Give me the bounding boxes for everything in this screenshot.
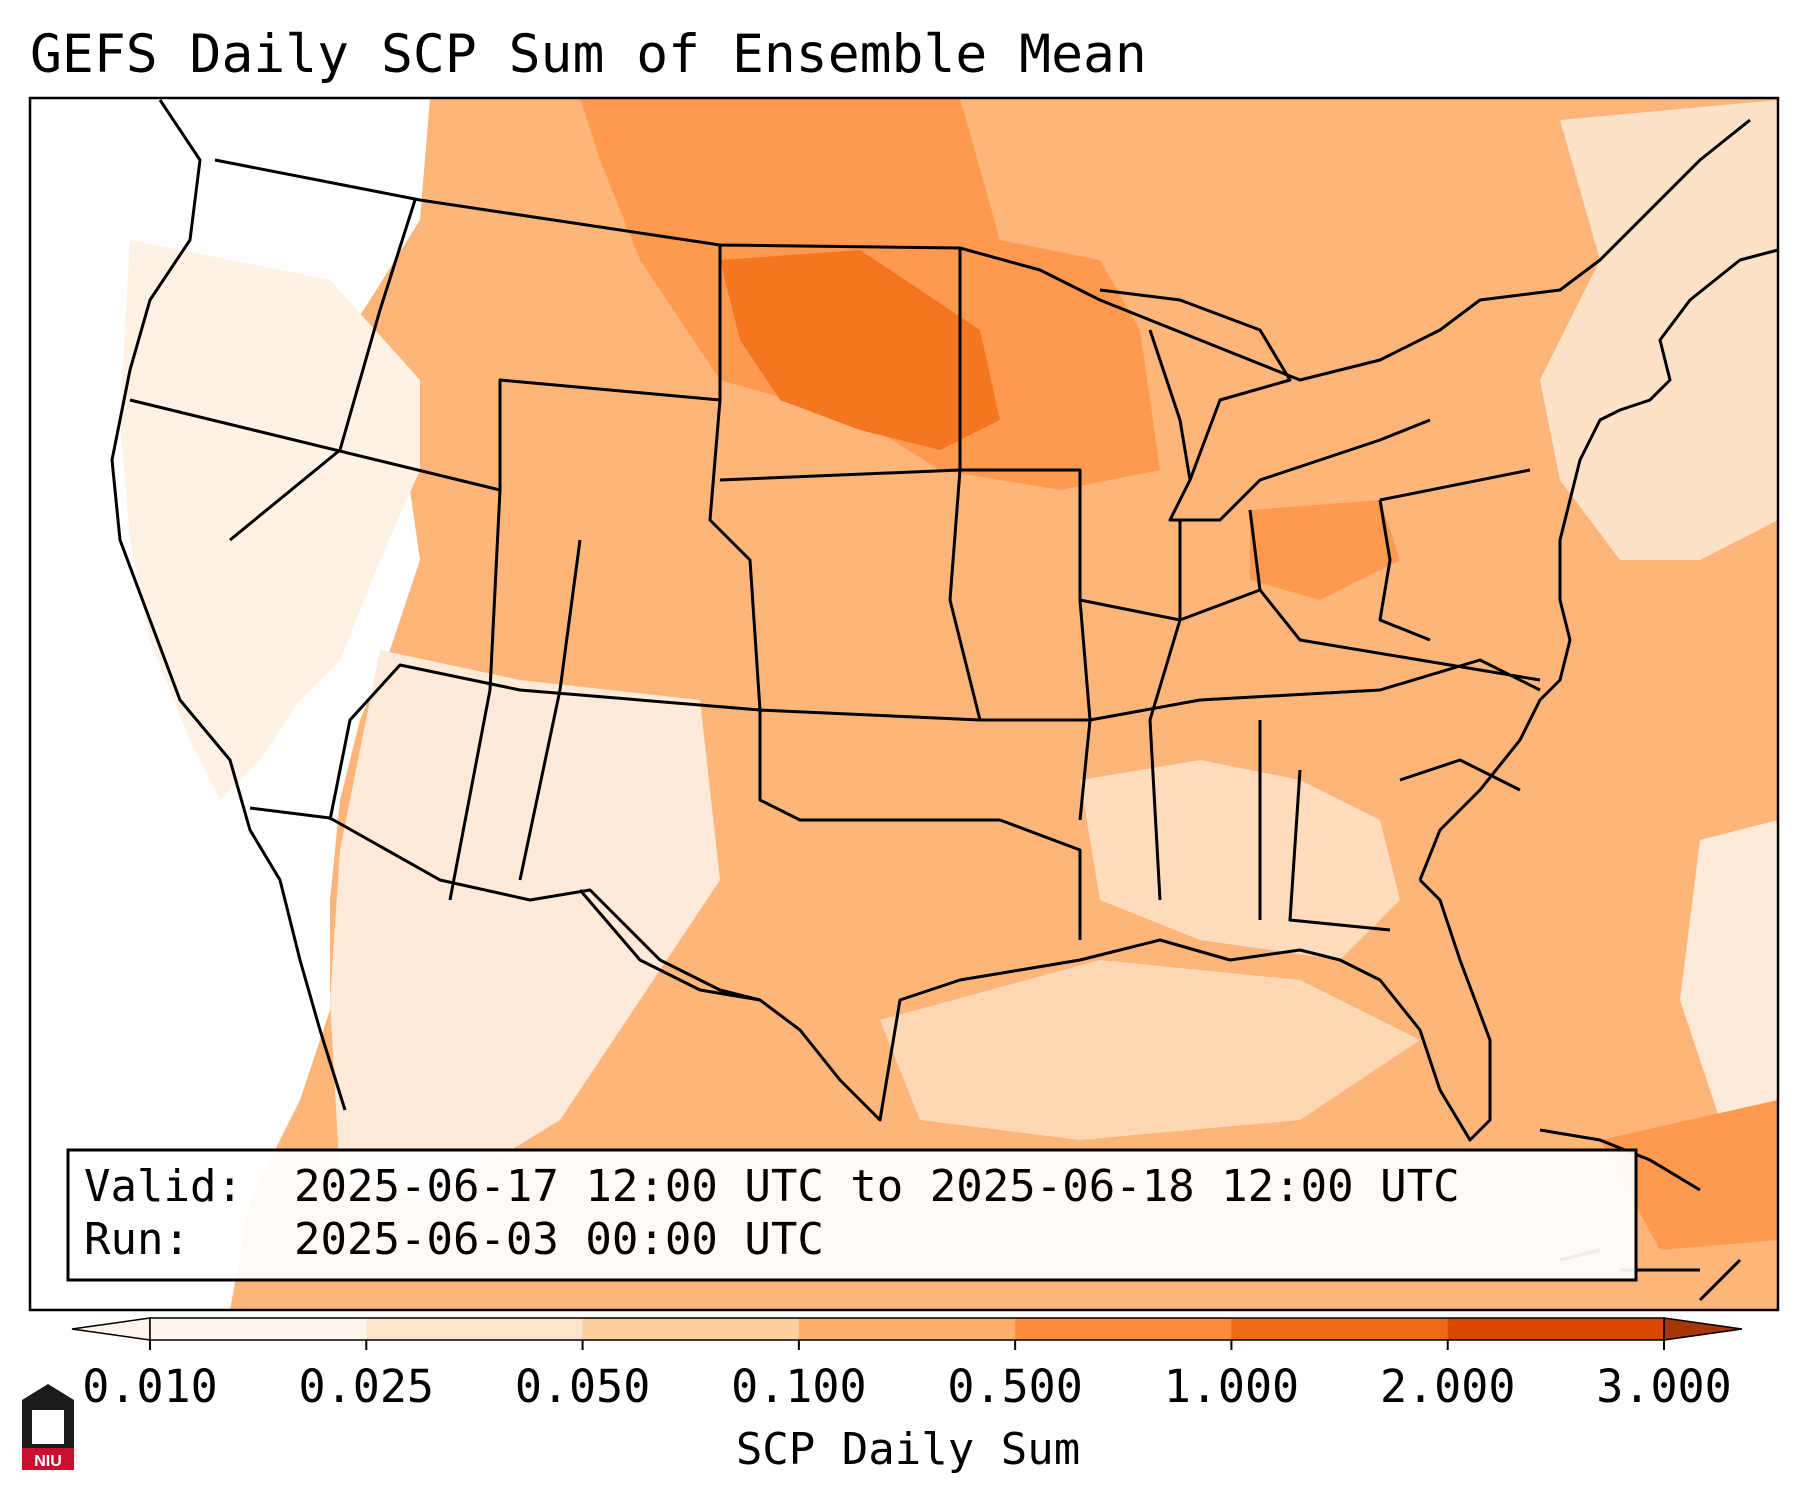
gulf-pale-field: [880, 960, 1420, 1140]
colorbar-segment: [582, 1318, 800, 1340]
colorbar-tick-label: 3.000: [1596, 1360, 1731, 1413]
gulf-coastline: [578, 878, 1492, 1142]
atlantic-pale-field: [1540, 100, 1778, 560]
atlantic-coastline: [1418, 248, 1779, 881]
colorbar-ticks: 0.010 0.025 0.050 0.100 0.500 1.000 2.000 3.000: [82, 1340, 1732, 1413]
colorbar-segments: [71, 1317, 1743, 1341]
southwest-pale-field: [330, 650, 720, 1200]
logo-tower: [32, 1410, 64, 1444]
caribbean-field: [1600, 1100, 1778, 1250]
colorbar-tick-label: 0.500: [947, 1360, 1082, 1413]
colorbar-tick-label: 0.100: [731, 1360, 866, 1413]
colorbar-tick-label: 0.050: [515, 1360, 650, 1413]
west-coastline: [110, 99, 347, 1111]
colorbar-tick-label: 2.000: [1380, 1360, 1515, 1413]
colorbar-segment: [366, 1318, 584, 1340]
logo-band: [22, 1448, 74, 1470]
colorbar-outline: [149, 1317, 1665, 1341]
run-info-box: Valid: 2025-06-17 12:00 UTC to 2025-06-1…: [66, 1148, 1638, 1282]
west-pale-field: [120, 240, 420, 800]
niu-logo: NIU: [22, 1384, 74, 1470]
colorbar: 0.010 0.025 0.050 0.100 0.500 1.000 2.000 3.000…: [71, 1317, 1743, 1475]
map-panel: [28, 96, 1780, 1312]
great-lakes: [1099, 288, 1431, 522]
map-frame: [28, 96, 1780, 1312]
colorbar-label: SCP Daily Sum: [736, 1424, 1080, 1475]
colorbar-extend-low: [71, 1317, 151, 1341]
colorbar-segment: [1447, 1318, 1665, 1340]
canada-border: [214, 118, 1751, 382]
colorbar-segment: [1231, 1318, 1449, 1340]
run-label: Run:: [84, 1214, 190, 1265]
colorbar-segment: [150, 1318, 367, 1340]
info-box-frame: [66, 1148, 1638, 1282]
valid-label: Valid:: [84, 1161, 243, 1212]
colorbar-segment: [798, 1318, 1016, 1340]
southeast-pale-field: [1080, 760, 1400, 960]
colorbar-tick-label: 0.010: [82, 1360, 217, 1413]
atlantic-east-pale-field: [1680, 820, 1778, 1120]
run-value: 2025-06-03 00:00 UTC: [294, 1214, 824, 1265]
colorbar-tick-label: 0.025: [299, 1360, 434, 1413]
ohio-valley-field: [1250, 500, 1400, 600]
colorbar-segment: [1015, 1318, 1232, 1340]
colorbar-extend-high: [1663, 1317, 1743, 1341]
mexico-border: [249, 806, 761, 1002]
upper-midwest-peak: [720, 250, 1000, 450]
boundary-lines: [110, 99, 1779, 1302]
logo-text: NIU: [34, 1453, 62, 1470]
colorbar-tick-label: 1.000: [1164, 1360, 1299, 1413]
state-lines-east: [960, 468, 1541, 940]
valid-value: 2025-06-17 12:00 UTC to 2025-06-18 12:00…: [294, 1161, 1460, 1212]
figure-title: GEFS Daily SCP Sum of Ensemble Mean: [30, 24, 1147, 85]
state-lines-west: [129, 199, 1000, 901]
